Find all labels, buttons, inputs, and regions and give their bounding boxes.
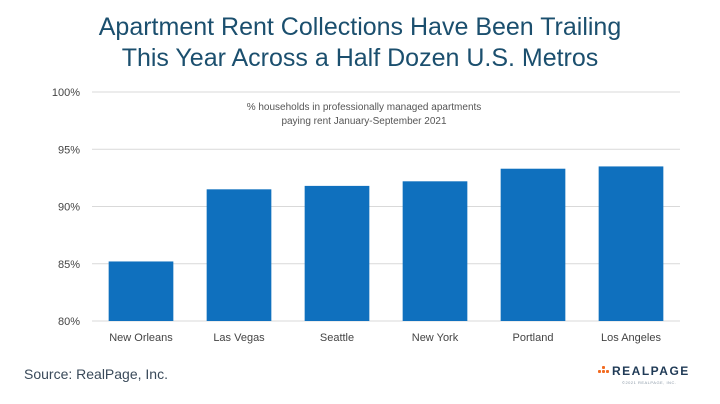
logo-mark-icon	[598, 366, 610, 378]
bar	[598, 166, 664, 321]
chart-title: Apartment Rent Collections Have Been Tra…	[0, 12, 720, 74]
x-tick-label: New Orleans	[109, 332, 173, 344]
logo-wordmark: REALPAGE	[612, 364, 690, 378]
y-tick-label: 80%	[58, 316, 80, 328]
y-tick-label: 95%	[58, 144, 80, 156]
realpage-logo: REALPAGE ©2021 REALPAGE, INC.	[598, 362, 708, 388]
bar	[108, 261, 174, 321]
chart-title-line-2: This Year Across a Half Dozen U.S. Metro…	[121, 44, 599, 72]
chart-annotation-line-2: paying rent January-September 2021	[281, 116, 447, 127]
x-tick-label: Los Angeles	[601, 332, 661, 344]
x-tick-label: Portland	[513, 332, 554, 344]
y-tick-label: 85%	[58, 259, 80, 271]
y-tick-label: 90%	[58, 202, 80, 214]
logo-subtext: ©2021 REALPAGE, INC.	[622, 380, 677, 385]
bar	[500, 168, 566, 321]
chart-title-line-1: Apartment Rent Collections Have Been Tra…	[98, 13, 622, 41]
chart-annotation-line-1: % households in professionally managed a…	[247, 102, 482, 113]
x-tick-label: New York	[412, 332, 459, 344]
y-tick-label: 100%	[52, 87, 80, 99]
bar	[206, 189, 272, 321]
bar	[402, 181, 468, 321]
source-note: Source: RealPage, Inc.	[24, 366, 168, 382]
x-tick-label: Seattle	[320, 332, 354, 344]
x-tick-label: Las Vegas	[213, 332, 265, 344]
bar	[304, 185, 370, 321]
